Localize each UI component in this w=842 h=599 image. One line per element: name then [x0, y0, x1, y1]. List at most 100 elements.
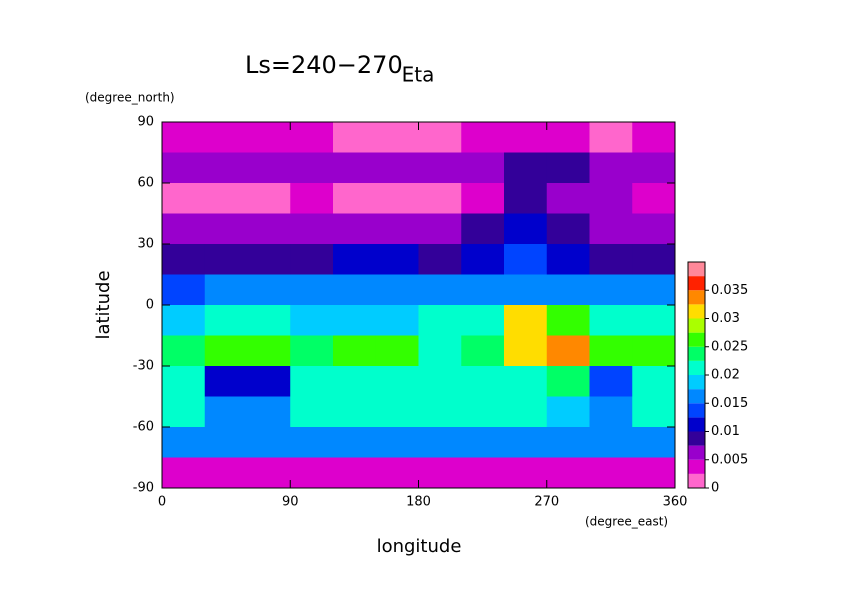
cell — [375, 274, 419, 306]
colorbar-band — [688, 360, 705, 375]
cell — [461, 457, 505, 489]
cell — [546, 122, 590, 153]
x-tick-label: 270 — [534, 495, 559, 510]
cell — [632, 396, 676, 428]
cell — [375, 457, 419, 489]
cell — [546, 335, 590, 367]
colorbar-band — [688, 262, 705, 277]
cell — [632, 335, 676, 367]
cell — [290, 244, 334, 275]
cell — [546, 183, 590, 214]
cell — [375, 213, 419, 245]
cell — [162, 457, 206, 489]
cell — [461, 122, 505, 153]
colorbar-band — [688, 332, 705, 347]
cell — [290, 366, 334, 397]
cell — [162, 366, 206, 397]
cell — [461, 427, 505, 458]
cell — [204, 122, 248, 153]
cell — [461, 305, 505, 336]
colorbar-band — [688, 445, 705, 460]
cell — [204, 183, 248, 214]
cell — [418, 274, 462, 306]
cell — [290, 274, 334, 306]
cell — [418, 305, 462, 336]
cell — [546, 152, 590, 184]
y-unit: (degree_north) — [85, 91, 175, 105]
cell — [204, 396, 248, 428]
cell — [546, 213, 590, 245]
cell — [247, 183, 291, 214]
cell — [290, 427, 334, 458]
colorbar-band — [688, 389, 705, 404]
cell — [461, 366, 505, 397]
cell — [418, 366, 462, 397]
cell — [290, 457, 334, 489]
y-tick-label: 0 — [146, 298, 154, 313]
annotation: Ls=240−270 — [245, 51, 403, 79]
cell — [333, 427, 377, 458]
cell — [546, 396, 590, 428]
cell — [504, 396, 548, 428]
x-tick-label: 0 — [158, 495, 166, 510]
cell — [375, 366, 419, 397]
cell — [418, 244, 462, 275]
cell — [333, 305, 377, 336]
cell — [589, 457, 633, 489]
cell — [333, 244, 377, 275]
cell — [504, 122, 548, 153]
cell — [546, 427, 590, 458]
cell — [546, 244, 590, 275]
cell — [162, 122, 206, 153]
y-tick-label: -90 — [133, 481, 154, 496]
cell — [247, 213, 291, 245]
colorbar-band — [688, 318, 705, 333]
cell — [461, 183, 505, 214]
cell — [204, 152, 248, 184]
cell — [589, 213, 633, 245]
cell — [333, 122, 377, 153]
cell — [162, 213, 206, 245]
cell — [290, 213, 334, 245]
colorbar-band — [688, 290, 705, 305]
cell — [247, 244, 291, 275]
cell — [204, 457, 248, 489]
cell — [418, 122, 462, 153]
cell — [504, 274, 548, 306]
cell — [162, 396, 206, 428]
cell — [375, 122, 419, 153]
y-tick-label: -60 — [133, 420, 154, 435]
cell — [632, 305, 676, 336]
colorbar-band — [688, 459, 705, 474]
cell — [418, 335, 462, 367]
cell — [162, 152, 206, 184]
colorbar-band — [688, 375, 705, 390]
y-tick-label: -30 — [133, 359, 154, 374]
cell — [632, 457, 676, 489]
cell — [504, 213, 548, 245]
cell — [290, 305, 334, 336]
cell — [589, 366, 633, 397]
cell — [247, 122, 291, 153]
cell — [632, 152, 676, 184]
cell — [247, 305, 291, 336]
cell — [204, 274, 248, 306]
cell — [504, 427, 548, 458]
colorbar-band — [688, 473, 705, 488]
colorbar-band — [688, 417, 705, 432]
colorbar-tick-label: 0.02 — [711, 368, 740, 383]
cell — [589, 274, 633, 306]
cell — [375, 335, 419, 367]
cell — [375, 396, 419, 428]
cell — [632, 244, 676, 275]
x-tick-label: 360 — [663, 495, 688, 510]
chart-title: Eta — [402, 63, 435, 87]
cell — [204, 366, 248, 397]
colorbar-band — [688, 403, 705, 418]
cell — [247, 152, 291, 184]
colorbar-tick-label: 0.015 — [711, 396, 748, 411]
cell — [546, 274, 590, 306]
cell — [162, 244, 206, 275]
cell — [162, 335, 206, 367]
colorbar-tick-label: 0.035 — [711, 283, 748, 298]
